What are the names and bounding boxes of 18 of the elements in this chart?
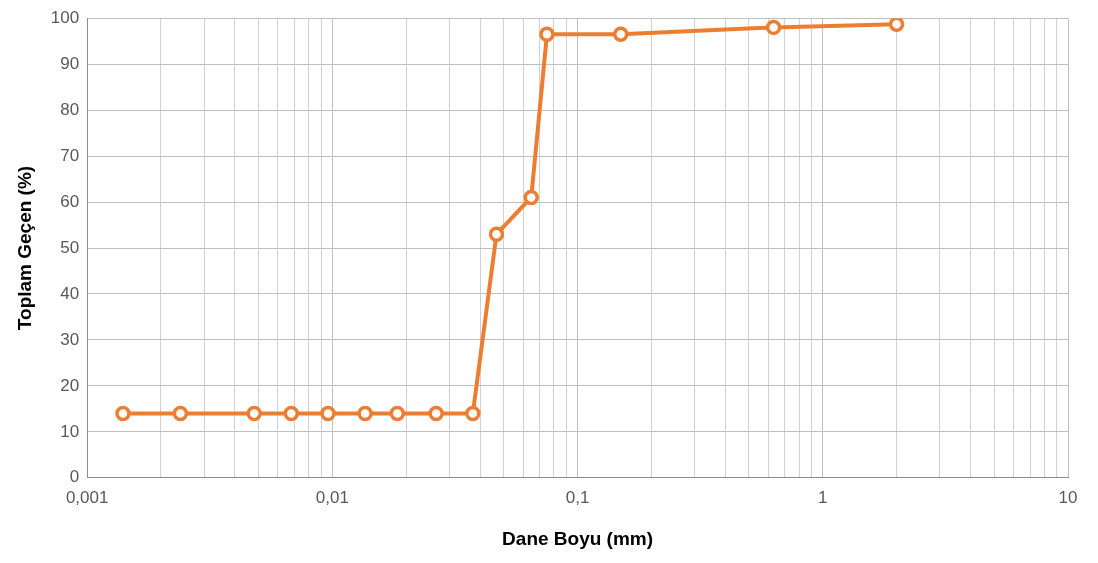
x-tick-label: 1 xyxy=(818,487,828,507)
x-tick-label: 0,1 xyxy=(565,487,590,507)
y-tick-label: 60 xyxy=(60,191,80,211)
y-tick-label: 90 xyxy=(60,53,80,73)
y-tick-label: 50 xyxy=(60,237,80,257)
y-axis-title: Toplam Geçen (%) xyxy=(13,165,35,331)
x-tick-label: 0,001 xyxy=(65,487,109,507)
x-axis-title: Dane Boyu (mm) xyxy=(502,527,654,549)
y-tick-label: 40 xyxy=(60,283,80,303)
y-tick-label: 80 xyxy=(60,99,80,119)
x-tick-label: 10 xyxy=(1058,487,1078,507)
y-tick-label: 100 xyxy=(50,7,80,27)
y-tick-label: 20 xyxy=(60,375,80,395)
y-tick-label: 10 xyxy=(60,421,80,441)
y-tick-label: 30 xyxy=(60,329,80,349)
y-tick-label: 70 xyxy=(60,145,80,165)
x-tick-label: 0,01 xyxy=(315,487,349,507)
y-tick-label: 0 xyxy=(69,467,80,487)
